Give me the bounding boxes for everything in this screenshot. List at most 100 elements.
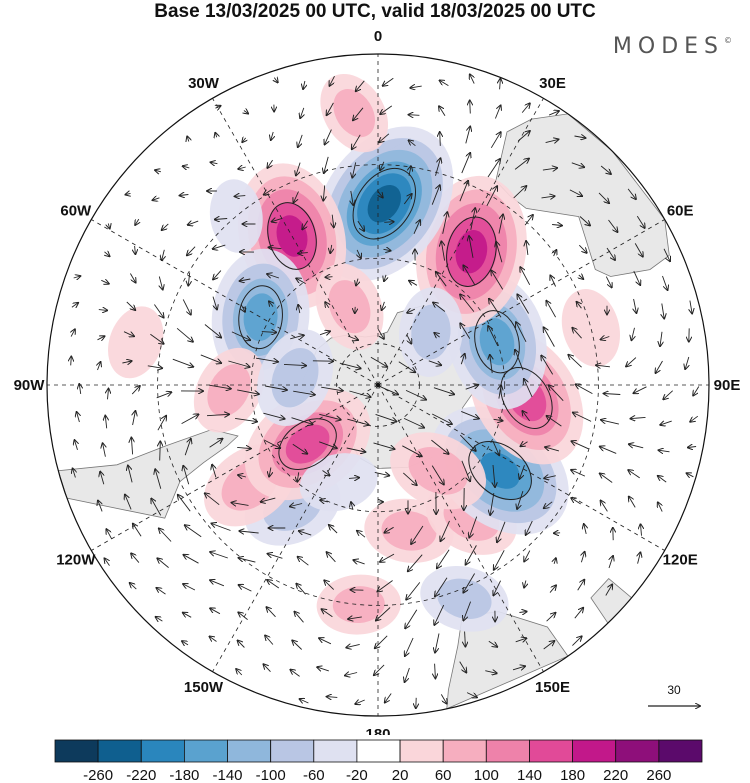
wind-arrow-icon: [131, 438, 132, 455]
wind-arrow-icon: [606, 247, 615, 260]
wind-arrow-icon: [98, 501, 103, 512]
wind-arrow-icon: [155, 170, 162, 172]
wind-arrow-icon: [662, 275, 668, 290]
wind-arrow-icon: [605, 585, 612, 596]
colorbar-tick-label: 60: [435, 767, 452, 783]
wind-arrow-icon: [238, 612, 248, 620]
longitude-label: 30W: [188, 75, 220, 92]
wind-arrow-icon: [238, 475, 247, 477]
wind-arrow-icon: [441, 241, 444, 261]
wind-arrow-icon: [601, 420, 620, 425]
colorbar-swatch: [313, 739, 358, 763]
wind-arrow-icon: [239, 585, 252, 592]
wind-arrow-icon: [604, 394, 621, 395]
wind-arrow-icon: [573, 413, 592, 422]
wind-arrow-icon: [578, 244, 586, 253]
meridian-line: [377, 98, 544, 386]
wind-arrow-icon: [210, 637, 217, 642]
wind-arrow-icon: [628, 470, 640, 479]
wind-arrow-icon: [601, 337, 610, 340]
wind-arrow-icon: [514, 159, 529, 170]
wind-arrow-icon: [488, 326, 499, 347]
isoline: [474, 310, 520, 374]
wind-arrow-icon: [663, 248, 670, 261]
contour-layer: [238, 167, 553, 501]
wind-arrow-icon: [263, 439, 280, 448]
wind-arrow-icon: [663, 390, 674, 400]
wind-arrow-icon: [125, 495, 132, 510]
south-pole-marker: [375, 382, 381, 388]
wind-arrow-icon: [439, 106, 446, 116]
wind-arrow-icon: [409, 115, 420, 116]
wind-arrow-icon: [524, 550, 531, 562]
anomaly-contour-fill: [328, 280, 371, 334]
wind-arrow-icon: [459, 661, 467, 673]
colorbar-swatch: [97, 739, 142, 763]
wind-arrow-icon: [238, 167, 246, 169]
wind-arrow-icon: [660, 421, 672, 425]
wind-arrow-icon: [272, 218, 283, 221]
wind-arrow-icon: [155, 469, 162, 489]
anomaly-contour-fill: [276, 215, 308, 257]
brand-mark: ©: [724, 36, 732, 45]
wind-arrow-icon: [267, 274, 280, 278]
wind-arrow-icon: [265, 385, 287, 390]
wind-arrow-icon: [517, 490, 524, 509]
wind-arrow-icon: [383, 77, 394, 86]
wind-arrow-icon: [568, 355, 582, 368]
wind-arrow-icon: [274, 78, 277, 83]
isoline: [352, 167, 417, 240]
wind-arrow-icon: [466, 692, 477, 698]
wind-arrow-icon: [321, 386, 343, 391]
wind-arrow-icon: [596, 365, 610, 367]
wind-arrow-icon: [497, 521, 506, 542]
wind-arrow-icon: [656, 360, 663, 373]
wind-arrow-icon: [298, 134, 303, 147]
wind-arrow-icon: [188, 272, 189, 285]
colorbar-swatch: [442, 739, 487, 763]
wind-arrow-icon: [465, 631, 466, 647]
wind-arrow-icon: [581, 552, 584, 563]
wind-arrow-icon: [660, 331, 662, 346]
wind-arrow-icon: [295, 612, 304, 623]
wind-arrow-icon: [209, 439, 223, 448]
wind-arrow-icon: [377, 328, 384, 339]
wind-arrow-icon: [406, 334, 412, 343]
wind-arrow-icon: [494, 550, 505, 569]
wind-arrow-icon: [135, 218, 139, 225]
wind-arrow-icon: [176, 327, 193, 341]
wind-arrow-icon: [572, 441, 589, 450]
wind-arrow-icon: [461, 410, 479, 418]
colorbar-swatch: [529, 739, 573, 763]
wind-arrow-icon: [160, 442, 161, 461]
wind-arrow-icon: [374, 664, 385, 675]
wind-arrow-icon: [433, 387, 454, 395]
wind-arrow-icon: [375, 413, 397, 421]
wind-arrow-icon: [108, 389, 109, 400]
wind-arrow-icon: [105, 558, 110, 566]
reference-vector-label: 30: [667, 683, 681, 697]
wind-arrow-icon: [383, 249, 391, 250]
wind-arrow-icon: [200, 354, 221, 363]
wind-arrow-icon: [441, 520, 450, 541]
meridian-line: [212, 98, 379, 386]
colorbar-tick-label: -100: [256, 767, 286, 783]
colorbar-swatch: [183, 739, 228, 763]
wind-arrow-icon: [470, 74, 474, 84]
wind-arrow-icon: [463, 601, 472, 621]
wind-arrow-icon: [241, 304, 245, 311]
wind-arrow-icon: [515, 350, 524, 371]
longitude-label: 90W: [14, 377, 46, 394]
wind-arrow-icon: [380, 105, 393, 114]
wind-arrow-icon: [346, 644, 360, 647]
wind-arrow-icon: [183, 166, 190, 168]
wind-arrow-icon: [356, 278, 358, 286]
wind-arrow-icon: [659, 450, 670, 452]
map-border: [46, 53, 710, 717]
wind-arrow-icon: [549, 585, 556, 593]
wind-arrow-icon: [151, 499, 162, 516]
wind-arrow-icon: [352, 162, 355, 177]
wind-arrow-icon: [469, 516, 478, 538]
wind-arrow-icon: [212, 524, 231, 531]
longitude-label: 120W: [56, 552, 96, 569]
